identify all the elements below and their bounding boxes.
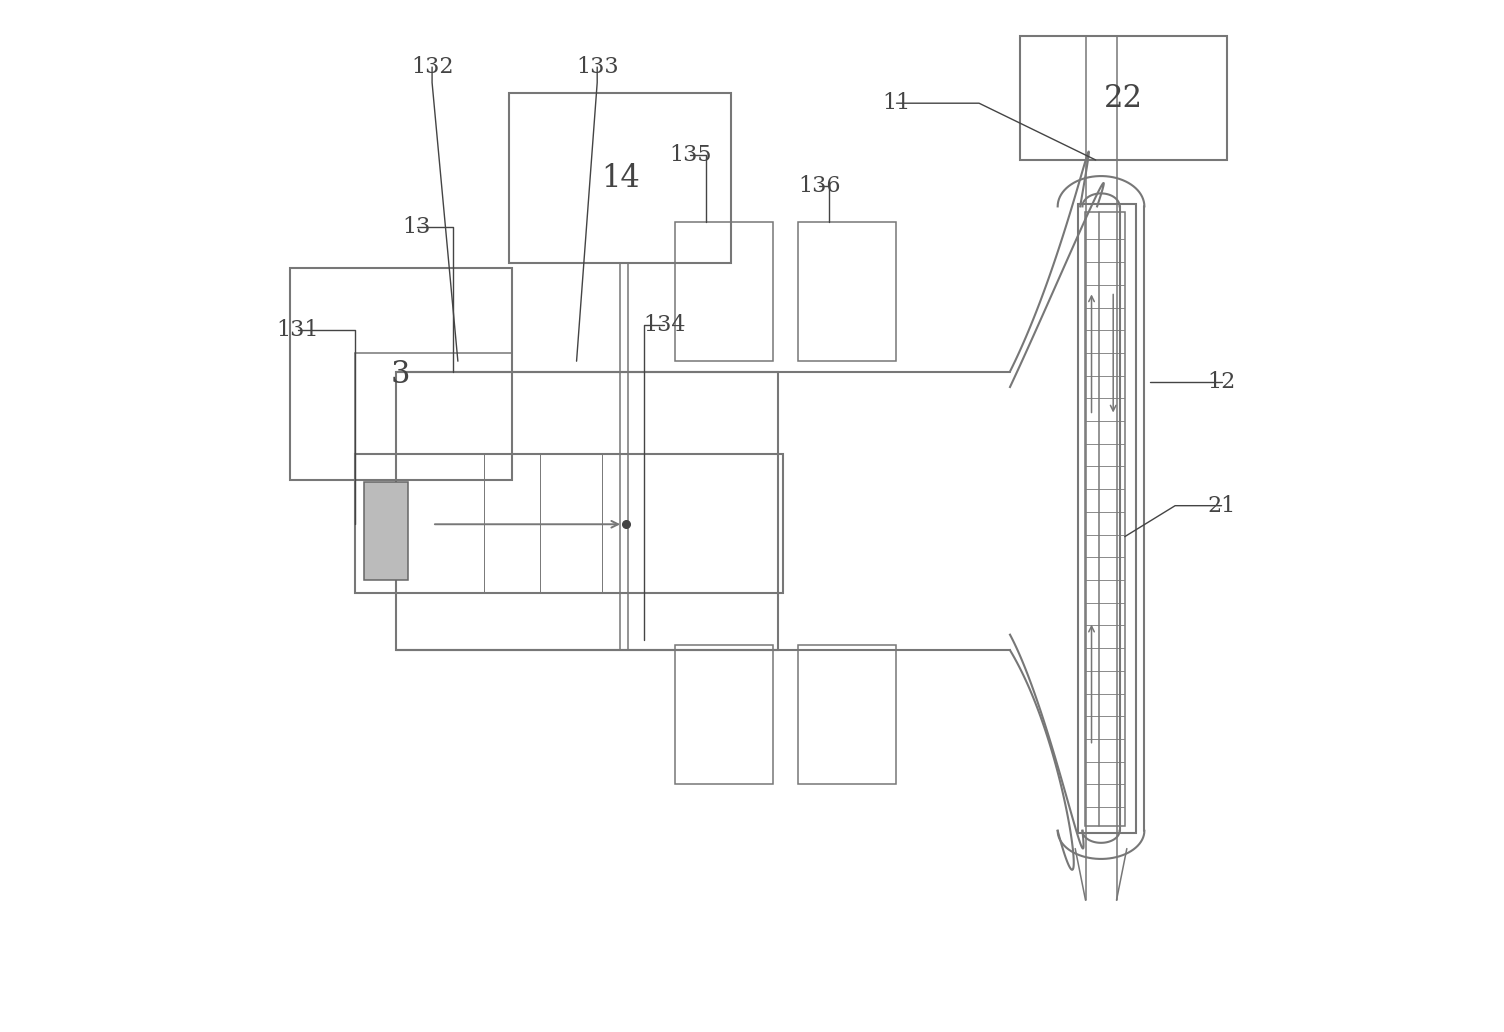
Text: 131: 131 (277, 319, 319, 342)
Bar (364, 482, 409, 580)
Bar (355, 454, 784, 593)
Text: 3: 3 (391, 358, 411, 390)
Bar (799, 222, 896, 361)
Text: 13: 13 (403, 216, 430, 238)
Bar (799, 645, 896, 784)
Bar (510, 93, 731, 263)
Bar (290, 268, 511, 480)
Bar (675, 645, 773, 784)
Text: 132: 132 (411, 56, 453, 78)
Bar (396, 372, 778, 650)
Bar (1086, 212, 1125, 826)
Text: 136: 136 (797, 174, 841, 197)
Text: 22: 22 (1104, 83, 1143, 114)
Text: 14: 14 (602, 162, 639, 194)
Text: 135: 135 (669, 143, 711, 166)
Text: 134: 134 (644, 314, 686, 336)
Text: 21: 21 (1208, 494, 1236, 517)
Text: 133: 133 (576, 56, 618, 78)
Bar (675, 222, 773, 361)
Text: 12: 12 (1208, 370, 1236, 393)
Bar (1078, 204, 1136, 833)
Bar (1020, 36, 1227, 160)
Text: 11: 11 (883, 92, 910, 115)
